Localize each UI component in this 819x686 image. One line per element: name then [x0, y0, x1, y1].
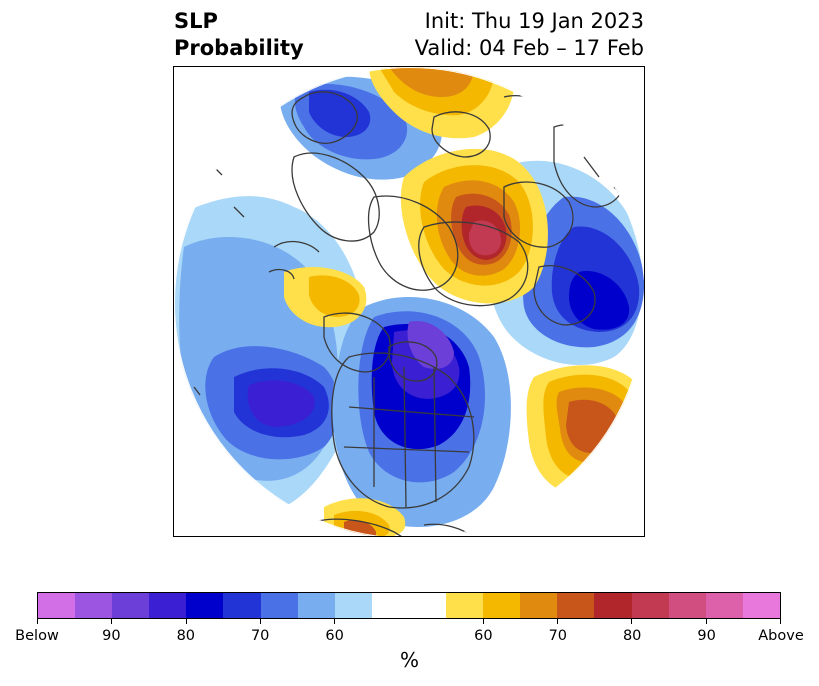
colorbar-label: 80: [622, 628, 642, 644]
colorbar-tick: [705, 619, 707, 624]
colorbar-label: 70: [250, 628, 270, 644]
colorbar-segment: [112, 593, 150, 618]
colorbar-label: 90: [102, 628, 121, 644]
colorbar-segment: [705, 593, 743, 618]
polar-map: [174, 67, 644, 536]
colorbar-tick: [259, 619, 261, 624]
colorbar-label: 70: [548, 628, 568, 644]
colorbar-tick: [557, 619, 559, 624]
map-title: SLP Probability: [174, 8, 304, 62]
below-region-asia-core: [569, 271, 630, 330]
colorbar-segment: [75, 593, 113, 618]
colorbar-label: Above: [758, 628, 804, 644]
above-region-siberia-core: [468, 220, 502, 256]
colorbar-segment: [149, 593, 187, 618]
colorbar-tick: [780, 619, 781, 624]
colorbar-segment: [446, 593, 484, 618]
colorbar: [37, 592, 781, 619]
colorbar-segment: [186, 593, 224, 618]
globe-edge: [174, 67, 644, 536]
colorbar-segment: [520, 593, 558, 618]
colorbar-label: 90: [697, 628, 716, 644]
colorbar-label: 60: [325, 628, 344, 644]
date-info: Init: Thu 19 Jan 2023 Valid: 04 Feb – 17…: [415, 8, 644, 62]
colorbar-label: 80: [176, 628, 196, 644]
colorbar-segment: [38, 593, 76, 618]
above-region-arctic-3: [389, 67, 474, 97]
valid-range: Valid: 04 Feb – 17 Feb: [414, 36, 644, 60]
colorbar-segment: [371, 593, 447, 618]
colorbar-tick: [334, 619, 336, 624]
colorbar-unit: %: [399, 648, 419, 672]
colorbar-segment: [334, 593, 372, 618]
above-region-alaska-2: [309, 275, 360, 317]
colorbar-labels: Below 90 80 70 60 60 70 80 90 Above: [15, 628, 804, 646]
colorbar-label: 60: [474, 628, 493, 644]
colorbar-tick: [631, 619, 633, 624]
colorbar-tick: [185, 619, 187, 624]
colorbar-label: Below: [15, 628, 59, 644]
colorbar-segment: [260, 593, 298, 618]
colorbar-tick: [482, 619, 484, 624]
probability-field: [174, 67, 644, 536]
colorbar-segment: [557, 593, 595, 618]
title-line-1: SLP: [174, 9, 218, 33]
colorbar-segment: [742, 593, 780, 618]
title-line-2: Probability: [174, 36, 304, 60]
colorbar-segment: [223, 593, 261, 618]
map-panel: [173, 66, 645, 537]
colorbar-segment: [668, 593, 706, 618]
colorbar-tick: [111, 619, 113, 624]
colorbar-segment: [631, 593, 669, 618]
colorbar-tick: [37, 619, 38, 624]
init-date: Init: Thu 19 Jan 2023: [424, 9, 644, 33]
below-region-na-peak: [407, 321, 454, 369]
colorbar-segment: [594, 593, 632, 618]
colorbar-segment: [297, 593, 335, 618]
below-region-pacific-core: [247, 380, 315, 427]
colorbar-segment: [483, 593, 521, 618]
